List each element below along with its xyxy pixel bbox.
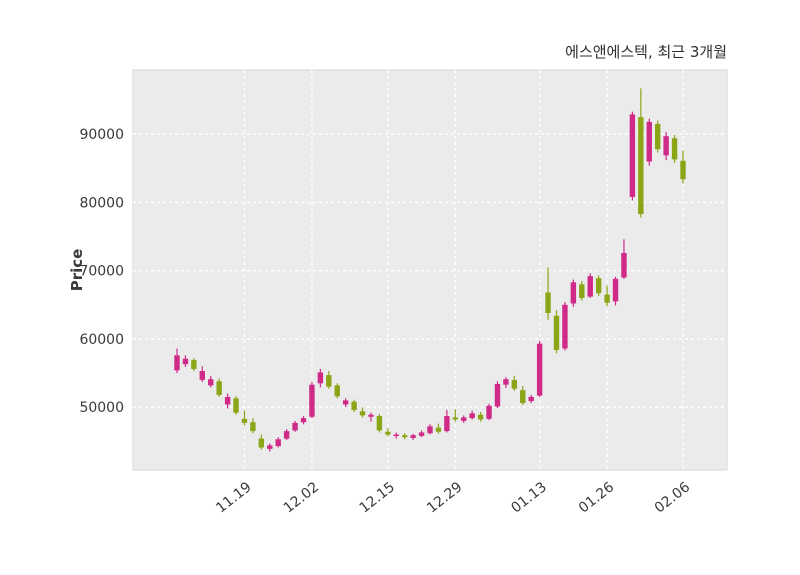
x-tick-label-group: 12.15	[357, 479, 398, 516]
candle-body-up	[410, 435, 416, 438]
x-tick-label-group: 01.13	[508, 479, 549, 516]
x-tick-labels: 11.19 12.02 12.15 12.29 01.13 01.26 02.06	[213, 479, 693, 516]
candle-body-down	[671, 138, 678, 160]
x-tick-label-group: 02.06	[652, 479, 694, 516]
candle-body-down	[241, 418, 248, 423]
candle-body-down	[520, 390, 526, 404]
candle-body-down	[638, 117, 644, 215]
x-tick-label: 01.13	[508, 479, 549, 516]
candle-body-down	[452, 417, 458, 420]
plot-panel	[132, 69, 728, 471]
candle-body-up	[562, 304, 568, 349]
candle-body-down	[402, 435, 408, 438]
x-tick-label: 11.19	[213, 479, 254, 516]
candle-body-up	[663, 136, 669, 156]
candle-body-up	[587, 276, 593, 297]
candle-body-up	[503, 379, 509, 385]
candle-body-up	[646, 121, 652, 162]
candle-body-down	[334, 385, 340, 397]
candle-body-down	[680, 160, 686, 180]
candle-body-down	[435, 427, 442, 432]
candle-body-up	[494, 383, 501, 407]
x-tick-label: 12.02	[281, 479, 322, 516]
y-axis-title: Price	[68, 249, 86, 292]
candle-body-up	[461, 417, 467, 421]
candle-body-down	[553, 315, 560, 350]
candle-body-up	[528, 396, 534, 402]
candle-body-up	[275, 439, 281, 447]
x-tick-label-group: 01.26	[576, 479, 618, 516]
candle-body-up	[174, 355, 180, 371]
candle-body-up	[536, 343, 543, 396]
y-tick-labels: 50000 60000 70000 80000 90000	[79, 127, 124, 416]
candle-body-down	[250, 422, 256, 432]
y-tick-label: 70000	[79, 264, 124, 280]
candle-body-down	[191, 360, 197, 369]
candle-body-up	[208, 379, 214, 386]
candle-body-down	[595, 278, 602, 294]
y-tick-label: 90000	[79, 127, 124, 143]
candle-body-up	[570, 282, 577, 304]
candle-body-up	[342, 400, 349, 405]
candle-body-down	[604, 294, 610, 303]
candle-body-down	[258, 438, 265, 448]
x-tick-label: 12.15	[357, 479, 398, 516]
candle-body-up	[267, 445, 273, 449]
candle-body-down	[351, 401, 357, 410]
y-tick-label: 60000	[79, 332, 124, 348]
candle-body-up	[469, 413, 475, 419]
candle-body-down	[511, 379, 518, 389]
grid-lines	[133, 70, 727, 470]
candle-body-down	[655, 123, 661, 150]
candle-body-up	[292, 422, 298, 431]
candle-body-down	[545, 292, 551, 314]
candle-body-up	[612, 278, 619, 302]
candle-body-up	[393, 434, 399, 437]
chart-title: 에스앤에스텍, 최근 3개월	[565, 43, 727, 61]
candle-body-down	[359, 411, 366, 416]
candle-body-down	[326, 375, 332, 387]
candle-body-up	[199, 371, 205, 380]
candle-body-down	[477, 414, 484, 420]
candle-body-up	[621, 252, 627, 278]
x-tick-label: 02.06	[652, 479, 694, 516]
candle-body-up	[418, 432, 425, 436]
candle-body-up	[368, 414, 374, 417]
candle-body-down	[376, 416, 383, 431]
candle-body-up	[283, 431, 290, 439]
candle-body-up	[444, 416, 450, 432]
candle-body-up	[486, 405, 492, 419]
candle-body-up	[309, 384, 315, 417]
x-tick-label-group: 11.19	[213, 479, 254, 516]
x-tick-label-group: 12.02	[281, 479, 322, 516]
candle-body-down	[216, 381, 222, 395]
x-tick-label-group: 12.29	[424, 479, 465, 516]
candles	[174, 88, 686, 452]
candle-body-up	[182, 358, 189, 365]
y-tick-label: 80000	[79, 195, 124, 211]
x-tick-label: 01.26	[576, 479, 618, 516]
x-tick-label: 12.29	[424, 479, 465, 516]
y-tick-label: 50000	[79, 400, 124, 416]
candle-body-up	[427, 426, 433, 434]
candle-body-up	[629, 114, 636, 197]
candle-body-down	[233, 398, 239, 413]
candle-body-up	[300, 418, 307, 423]
candle-body-down	[385, 431, 391, 435]
candle-body-up	[224, 396, 231, 405]
candle-body-up	[317, 372, 324, 384]
candle-body-down	[579, 284, 585, 298]
